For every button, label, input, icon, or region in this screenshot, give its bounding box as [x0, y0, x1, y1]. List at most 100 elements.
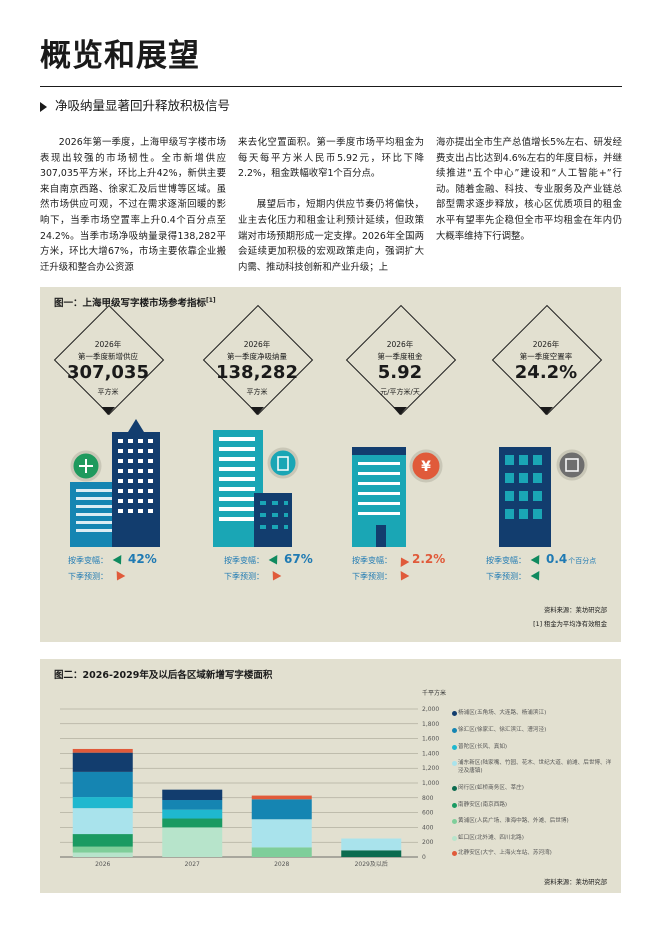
kpi-unit: 平方米	[97, 388, 119, 396]
bar-segment	[72, 846, 133, 853]
kpi2-change: 按季变幅： 67%	[224, 552, 313, 567]
legend-item: 虹口区(北外滩、四川北路)	[452, 834, 613, 842]
legend-label: 浦东新区(陆家嘴、竹园、花木、世纪大道、前滩、后世博、洋泾及唐镇)	[458, 760, 612, 774]
legend-swatch	[452, 786, 457, 791]
bar-segment	[251, 819, 312, 848]
kpi-value: 24.2%	[514, 362, 578, 383]
body-column-3: 海亦提出全市生产总值增长5%左右、研发经费支出占比达到4.6%左右的年度目标，并…	[436, 135, 622, 244]
up-arrow-icon	[530, 554, 544, 567]
down-triangle-icon	[250, 407, 264, 415]
building-1-icon	[70, 419, 160, 547]
x-tick-label: 2028	[274, 861, 289, 868]
x-tick-label: 2026	[95, 861, 110, 868]
svg-text:¥: ¥	[421, 459, 431, 475]
down-arrow-icon	[112, 570, 126, 583]
bar-segment	[251, 847, 312, 857]
kpi4-change: 按季变幅： 0.4个百分点	[486, 552, 597, 567]
paragraph: 来去化空置面积。第一季度市场平均租金为每天每平方米人民币5.92元，环比下降2.…	[238, 137, 424, 180]
legend-label: 徐汇区(徐家汇、徐汇滨江、漕河泾)	[458, 727, 547, 733]
figure-new-supply-chart: 图二：2026-2029年及以后各区域新增写字楼面积 2,000 1,800 1,6…	[40, 659, 621, 893]
section-heading: 净吸纳量显著回升释放积极信号	[40, 95, 230, 114]
kpi-label: 第一季度空置率	[519, 352, 573, 361]
y-tick-label: 1,400	[422, 750, 439, 757]
paragraph: 2026年第一季度，上海甲级写字楼市场表现出较强的市场韧性。全市新增供应307,…	[40, 137, 226, 273]
down-arrow-icon	[396, 554, 410, 567]
body-column-2: 来去化空置面积。第一季度市场平均租金为每天每平方米人民币5.92元，环比下降2.…	[238, 135, 424, 275]
bar-segment	[341, 838, 402, 851]
paragraph: 海亦提出全市生产总值增长5%左右、研发经费支出占比达到4.6%左右的年度目标，并…	[436, 137, 622, 242]
figure1-source: 资料来源：莱坊研究部	[544, 607, 607, 614]
buildings-illustration: ¥	[70, 419, 588, 547]
legend-label: 杨浦区(五角场、大连路、杨浦滨江)	[458, 710, 547, 716]
legend-item: 杨浦区(五角场、大连路、杨浦滨江)	[452, 709, 613, 717]
building-4-icon	[499, 447, 588, 547]
bar-segment	[251, 799, 312, 820]
kpi-year: 2026年	[532, 340, 560, 349]
legend-swatch	[452, 819, 457, 824]
kpi-unit: 元/平方米/天	[380, 388, 420, 396]
bar-segment	[162, 827, 223, 857]
bar-segment	[72, 852, 133, 857]
x-tick-label: 2027	[185, 861, 200, 868]
legend-item: 浦东新区(陆家嘴、竹园、花木、世纪大道、前滩、后世博、洋泾及唐镇)	[452, 759, 613, 775]
title-divider	[40, 86, 622, 87]
legend-swatch	[452, 745, 457, 750]
kpi-year: 2026年	[94, 340, 122, 349]
bar-segment	[72, 797, 133, 809]
chart-title: 图二：2026-2029年及以后各区域新增写字楼面积	[54, 670, 273, 681]
bar-segment	[341, 850, 402, 857]
figure1-footnote: [1] 租金为平均净有效租金	[533, 621, 607, 628]
bar-segment	[72, 748, 133, 753]
kpi-value: 138,282	[216, 362, 298, 383]
bar-segment	[162, 789, 223, 801]
legend-item: 南静安区(南京西路)	[452, 801, 613, 809]
down-arrow-icon	[268, 570, 282, 583]
legend-label: 闵行区(虹桥商务区、莘庄)	[458, 785, 524, 791]
figure2-source: 资料来源：莱坊研究部	[544, 879, 607, 886]
building-3-icon: ¥	[352, 447, 443, 547]
kpi4-forecast: 下季预测：	[486, 570, 544, 583]
section-heading-text: 净吸纳量显著回升释放积极信号	[55, 98, 231, 113]
down-triangle-icon	[539, 407, 553, 415]
kpi1-forecast: 下季预测：	[68, 570, 126, 583]
kpi-label: 第一季度新增供应	[78, 352, 138, 361]
y-tick-label: 2,000	[422, 706, 439, 713]
y-tick-label: 1,600	[422, 736, 439, 743]
legend-item: 普陀区(长风、真如)	[452, 743, 613, 751]
kpi-year: 2026年	[243, 340, 271, 349]
kpi-unit: 平方米	[246, 388, 268, 396]
y-tick-label: 1,000	[422, 780, 439, 787]
kpi-value: 5.92	[377, 362, 423, 383]
kpi-new-supply: 2026年 第一季度新增供应 307,035 平方米	[48, 304, 178, 425]
legend-swatch	[452, 711, 457, 716]
bullet-icon	[40, 101, 47, 112]
up-arrow-icon	[530, 570, 544, 583]
y-tick-label: 200	[422, 839, 434, 846]
legend-item: 北静安区(大宁、上海火车站、苏河湾)	[452, 849, 613, 857]
legend-swatch	[452, 761, 457, 766]
legend-label: 黄浦区(人民广场、淮海中路、外滩、后世博)	[458, 818, 569, 824]
legend-label: 北静安区(大宁、上海火车站、苏河湾)	[458, 850, 552, 856]
kpi3-forecast: 下季预测：	[352, 570, 410, 583]
kpi-value: 307,035	[67, 362, 149, 383]
figure-market-indicators: 图一：上海甲级写字楼市场参考指标[1] 2026年 第一季度新增供应 307,0…	[40, 287, 621, 642]
bar-segment	[72, 808, 133, 835]
legend-label: 虹口区(北外滩、四川北路)	[458, 835, 524, 841]
bar-segment	[72, 834, 133, 847]
kpi-label: 第一季度净吸纳量	[227, 352, 287, 361]
legend-swatch	[452, 803, 457, 808]
kpi-label: 第一季度租金	[377, 352, 423, 361]
page-title: 概览和展望	[40, 38, 200, 74]
down-triangle-icon	[101, 407, 115, 415]
legend-label: 普陀区(长风、真如)	[458, 744, 508, 750]
up-arrow-icon	[112, 554, 126, 567]
y-tick-label: 800	[422, 795, 434, 802]
kpi3-change: 按季变幅： 2.2%	[352, 552, 446, 567]
kpi1-change: 按季变幅： 42%	[68, 552, 157, 567]
down-triangle-icon	[393, 407, 407, 415]
legend-swatch	[452, 836, 457, 841]
bar-segment	[72, 752, 133, 772]
legend-swatch	[452, 728, 457, 733]
bar-segment	[72, 771, 133, 798]
y-tick-label: 0	[422, 854, 426, 861]
